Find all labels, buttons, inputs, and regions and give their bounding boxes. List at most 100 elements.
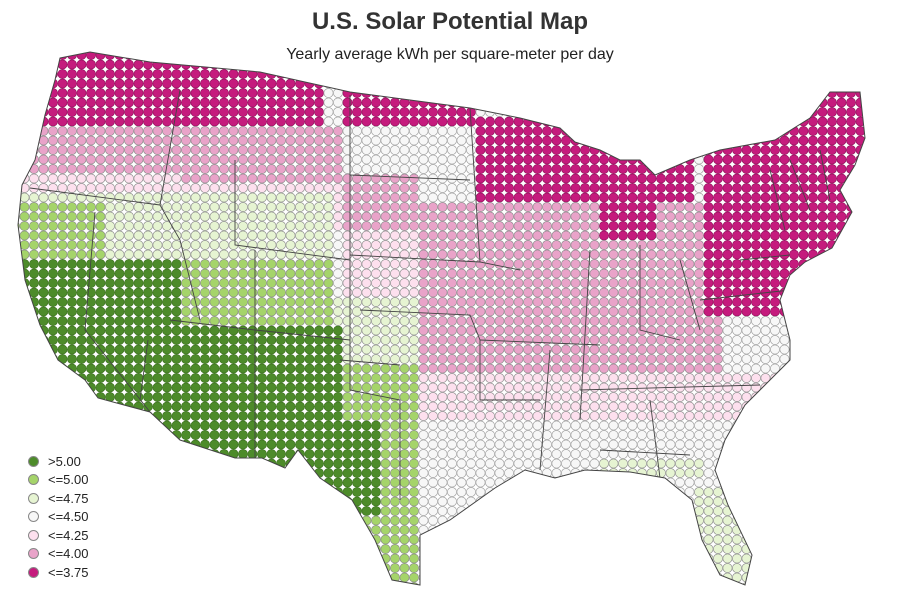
solar-dot [665,316,676,326]
solar-dot [608,221,619,231]
solar-dot [257,211,267,222]
solar-dot [219,52,229,60]
solar-dot [285,59,296,70]
solar-dot [333,553,343,564]
solar-dot [181,534,191,545]
solar-dot [67,211,77,222]
solar-dot [627,249,638,260]
solar-dot [494,506,505,516]
solar-dot [295,382,305,393]
solar-dot [722,230,733,241]
solar-dot [466,430,476,440]
solar-dot [209,411,220,421]
solar-dot [646,392,657,402]
solar-dot [209,211,220,222]
solar-dot [67,392,77,402]
solar-dot [722,306,733,317]
solar-dot [836,52,847,60]
solar-dot [646,259,657,269]
solar-dot [836,382,847,393]
solar-dot [570,363,581,374]
solar-dot [808,164,818,174]
solar-dot [551,316,562,326]
solar-dot [703,107,714,117]
solar-dot [532,287,543,298]
solar-dot [779,487,790,497]
solar-dot [504,515,514,526]
solar-dot [266,306,277,317]
solar-dot [637,515,647,526]
solar-dot [190,411,201,421]
solar-dot [770,401,780,412]
solar-dot [67,221,77,231]
solar-dot [371,287,381,298]
solar-dot [618,525,628,535]
solar-dot [580,487,590,497]
solar-dot [836,240,847,250]
solar-dot [760,515,771,526]
solar-dot [19,363,30,374]
solar-dot [846,534,856,545]
solar-dot [627,145,638,155]
solar-dot [124,553,134,564]
solar-dot [399,411,410,421]
solar-dot [798,59,809,70]
solar-dot [219,78,229,89]
solar-dot [143,221,153,231]
solar-dot [171,135,182,146]
solar-dot [76,259,87,269]
solar-dot [447,268,457,279]
solar-dot [105,316,115,326]
solar-dot [456,525,467,535]
solar-dot [589,316,600,326]
solar-dot [599,107,609,117]
solar-dot [741,544,752,554]
solar-dot [589,449,600,459]
solar-dot [19,439,30,450]
solar-dot [38,439,49,450]
solar-dot [513,107,524,117]
solar-dot [266,126,277,136]
solar-dot [76,249,87,260]
solar-dot [342,59,353,70]
solar-dot [798,88,809,98]
solar-dot [656,544,666,554]
solar-dot [428,268,438,279]
solar-dot [836,525,847,535]
solar-dot [380,354,391,364]
solar-dot [409,316,419,326]
solar-dot [323,335,334,345]
solar-dot [86,401,96,412]
solar-dot [561,52,571,60]
solar-dot [18,240,20,250]
solar-dot [314,439,324,450]
solar-dot [694,468,704,478]
solar-dot [798,382,809,393]
solar-dot [684,202,695,212]
solar-dot [694,544,704,554]
solar-dot [209,430,220,440]
solar-dot [646,344,657,355]
solar-dot [494,221,505,231]
solar-dot [846,449,856,459]
solar-dot [428,373,438,383]
solar-dot [580,306,590,317]
solar-dot [703,430,714,440]
solar-dot [618,468,628,478]
solar-dot [779,268,790,279]
solar-dot [570,126,581,136]
solar-dot [295,126,305,136]
solar-dot [589,52,600,60]
solar-dot [171,477,182,488]
solar-dot [485,297,495,307]
solar-dot [95,183,106,193]
solar-dot [760,449,771,459]
solar-dot [86,78,96,89]
solar-dot [57,173,68,184]
solar-dot [798,211,809,222]
solar-dot [684,268,695,279]
solar-dot [428,297,438,307]
solar-dot [18,335,20,345]
solar-dot [257,126,267,136]
solar-dot [741,344,752,355]
